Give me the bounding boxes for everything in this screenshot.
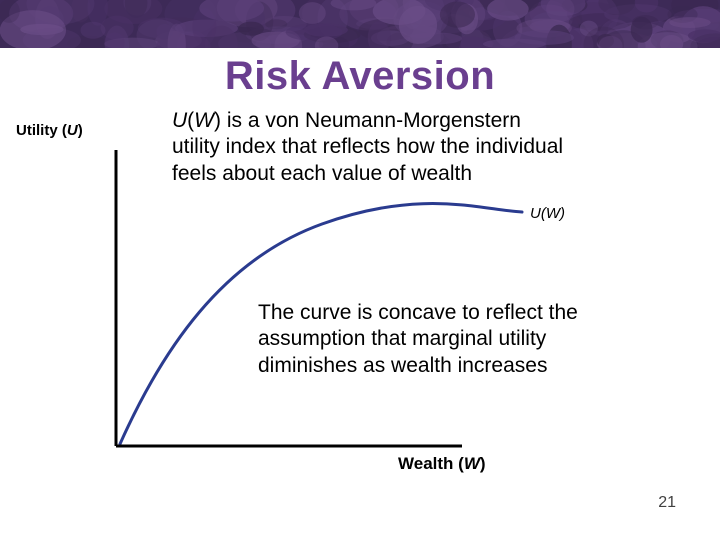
x-axis-label-var: W [464,454,480,473]
x-axis-label: Wealth (W) [398,454,486,474]
y-axis-label-suffix: ) [78,122,83,139]
description-top-line1: U(W) is a von Neumann-Morgenstern [172,108,563,134]
x-axis-label-suffix: ) [480,454,486,473]
y-axis-label: Utility (U) [16,122,83,139]
description-bottom-line2: assumption that marginal utility [258,326,578,352]
curve-label: U(W) [530,205,565,222]
description-bottom-line1: The curve is concave to reflect the [258,300,578,326]
y-axis-label-var: U [67,122,78,139]
page-number: 21 [658,494,676,512]
description-bottom: The curve is concave to reflect the assu… [258,300,578,379]
x-axis-label-prefix: Wealth ( [398,454,464,473]
page-title: Risk Aversion [0,54,720,99]
y-axis-label-prefix: Utility ( [16,122,67,139]
top-banner [0,0,720,48]
banner-texture [0,0,720,48]
description-bottom-line3: diminishes as wealth increases [258,353,578,379]
